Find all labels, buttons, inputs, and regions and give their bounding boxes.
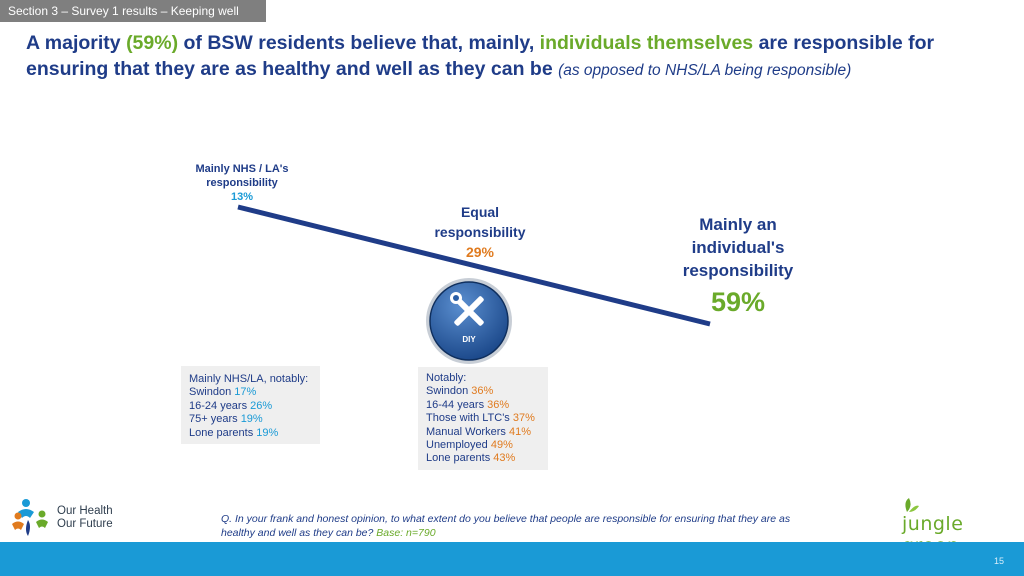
scale-line bbox=[237, 204, 711, 327]
list-item: Manual Workers 41% bbox=[426, 425, 531, 438]
question-base: Base: n=790 bbox=[376, 527, 436, 539]
scale-equal-label: Equal responsibility 29% bbox=[418, 202, 542, 262]
scale-nhs-line2: responsibility bbox=[206, 177, 278, 189]
list-item: 16-44 years 36% bbox=[426, 398, 510, 411]
title-pct: (59%) bbox=[126, 32, 179, 54]
list-item: Swindon 36% bbox=[426, 385, 494, 398]
page-number: 15 bbox=[993, 556, 1004, 566]
jungle-green-logo bbox=[905, 498, 919, 512]
section-tab: Section 3 – Survey 1 results – Keeping w… bbox=[0, 0, 266, 22]
note-notably-heading: Notably: bbox=[426, 372, 467, 384]
scale-individual-pct: 59% bbox=[710, 287, 766, 317]
list-item: Unemployed 49% bbox=[426, 439, 513, 452]
scale-nhs-line1: Mainly NHS / LA's bbox=[195, 163, 289, 175]
title-highlight: individuals themselves bbox=[539, 32, 754, 54]
list-item: Those with LTC's 37% bbox=[426, 412, 535, 425]
question-text: Q. In your frank and honest opinion, to … bbox=[221, 513, 791, 539]
tools-icon bbox=[450, 292, 484, 326]
scale-equal-line1: Equal bbox=[460, 204, 500, 220]
scale-nhs-pct: 13% bbox=[230, 191, 254, 203]
footer-bar bbox=[0, 542, 1024, 576]
scale-nhs-label: Mainly NHS / LA's responsibility 13% bbox=[186, 162, 298, 204]
list-item: Lone parents 19% bbox=[189, 426, 279, 439]
note-notably: Notably: Swindon 36% 16-44 years 36% Tho… bbox=[418, 367, 548, 470]
scale-individual-line1: Mainly an bbox=[699, 215, 777, 234]
list-item: Swindon 17% bbox=[189, 386, 257, 399]
note-nhs-heading: Mainly NHS/LA, notably: bbox=[189, 373, 309, 385]
scale-equal-line2: responsibility bbox=[434, 224, 526, 240]
badge-text: DIY bbox=[462, 335, 476, 344]
list-item: Lone parents 43% bbox=[426, 452, 516, 465]
title-part3: are responsible for ensuring that they a… bbox=[26, 32, 935, 80]
our-health-logo bbox=[12, 499, 48, 536]
survey-question: Q. In your frank and honest opinion, to … bbox=[221, 512, 821, 540]
note-nhs: Mainly NHS/LA, notably: Swindon 17% 16-2… bbox=[181, 366, 320, 444]
scale-individual-label: Mainly an individual's responsibility 59… bbox=[668, 213, 808, 322]
list-item: 16-24 years 26% bbox=[189, 399, 273, 412]
title-part1: A majority bbox=[26, 32, 127, 54]
list-item: 75+ years 19% bbox=[189, 413, 263, 426]
scale-individual-line2: individual's bbox=[691, 238, 785, 257]
title-italic: (as opposed to NHS/LA being responsible) bbox=[558, 62, 852, 79]
scale-individual-line3: responsibility bbox=[682, 261, 794, 280]
our-health-logo-text: Our Health Our Future bbox=[57, 505, 113, 530]
scale-equal-pct: 29% bbox=[465, 244, 495, 260]
title-part2: of BSW residents believe that, mainly, bbox=[178, 32, 540, 54]
page-title: A majority (59%) of BSW residents believ… bbox=[26, 30, 986, 84]
diy-badge: DIY bbox=[426, 278, 512, 364]
